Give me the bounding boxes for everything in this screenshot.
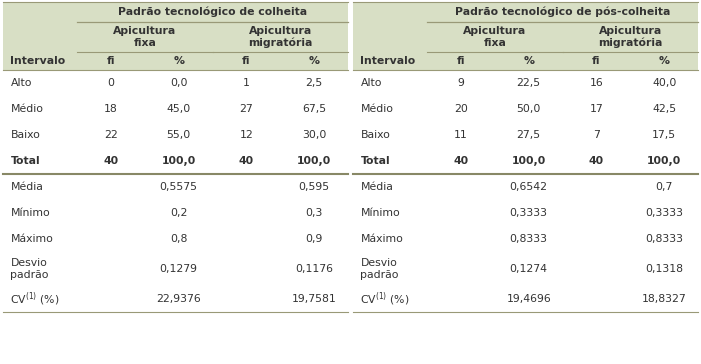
Text: fi: fi bbox=[242, 56, 251, 66]
Text: Apicultura
migratória: Apicultura migratória bbox=[248, 26, 313, 48]
Text: 1: 1 bbox=[243, 78, 250, 88]
Text: 2,5: 2,5 bbox=[306, 78, 322, 88]
Text: 67,5: 67,5 bbox=[302, 104, 326, 114]
Text: Médio: Médio bbox=[360, 104, 393, 114]
Text: CV$^{(1)}$ (%): CV$^{(1)}$ (%) bbox=[360, 290, 410, 308]
Text: CV$^{(1)}$ (%): CV$^{(1)}$ (%) bbox=[11, 290, 60, 308]
Text: 17,5: 17,5 bbox=[652, 130, 676, 140]
Text: 0,1318: 0,1318 bbox=[645, 264, 683, 274]
Text: 100,0: 100,0 bbox=[297, 156, 332, 166]
Text: %: % bbox=[173, 56, 184, 66]
Text: Desvio
padrão: Desvio padrão bbox=[11, 258, 49, 280]
Text: fi: fi bbox=[107, 56, 115, 66]
Text: 22: 22 bbox=[104, 130, 118, 140]
Text: 19,7581: 19,7581 bbox=[292, 294, 336, 304]
Bar bbox=[353, 2, 698, 70]
Text: Desvio
padrão: Desvio padrão bbox=[360, 258, 399, 280]
Text: fi: fi bbox=[592, 56, 601, 66]
Text: Média: Média bbox=[11, 182, 43, 192]
Text: 0,8333: 0,8333 bbox=[510, 234, 547, 244]
Text: 9: 9 bbox=[458, 78, 465, 88]
Text: 22,9376: 22,9376 bbox=[156, 294, 201, 304]
Text: 18,8327: 18,8327 bbox=[642, 294, 686, 304]
Text: 0,7: 0,7 bbox=[655, 182, 673, 192]
Text: 0,2: 0,2 bbox=[170, 208, 187, 218]
Text: 0,3333: 0,3333 bbox=[645, 208, 683, 218]
Text: 18: 18 bbox=[104, 104, 118, 114]
Text: Alto: Alto bbox=[360, 78, 382, 88]
Text: Intervalo: Intervalo bbox=[11, 56, 66, 66]
Text: 0,1279: 0,1279 bbox=[160, 264, 198, 274]
Text: 0,8333: 0,8333 bbox=[645, 234, 683, 244]
Text: 22,5: 22,5 bbox=[517, 78, 540, 88]
Text: 0,1274: 0,1274 bbox=[510, 264, 547, 274]
Text: Baixo: Baixo bbox=[11, 130, 40, 140]
Text: 45,0: 45,0 bbox=[167, 104, 191, 114]
Text: Total: Total bbox=[11, 156, 40, 166]
Text: 40: 40 bbox=[589, 156, 604, 166]
Text: Mínimo: Mínimo bbox=[11, 208, 50, 218]
Text: 40,0: 40,0 bbox=[652, 78, 676, 88]
Text: 100,0: 100,0 bbox=[162, 156, 196, 166]
Text: 100,0: 100,0 bbox=[647, 156, 681, 166]
Text: Apicultura
fixa: Apicultura fixa bbox=[114, 26, 177, 48]
Text: 30,0: 30,0 bbox=[302, 130, 327, 140]
Text: %: % bbox=[308, 56, 320, 66]
Text: 11: 11 bbox=[454, 130, 468, 140]
Text: 0,1176: 0,1176 bbox=[295, 264, 333, 274]
Text: 16: 16 bbox=[590, 78, 604, 88]
Text: Apicultura
fixa: Apicultura fixa bbox=[463, 26, 526, 48]
Text: Padrão tecnológico de colheita: Padrão tecnológico de colheita bbox=[118, 7, 307, 17]
Text: %: % bbox=[659, 56, 669, 66]
Text: %: % bbox=[523, 56, 534, 66]
Text: 0,3: 0,3 bbox=[306, 208, 323, 218]
Text: 12: 12 bbox=[240, 130, 253, 140]
Text: 0,0: 0,0 bbox=[170, 78, 187, 88]
Text: 0: 0 bbox=[107, 78, 114, 88]
Text: 40: 40 bbox=[454, 156, 468, 166]
Text: 0,6542: 0,6542 bbox=[510, 182, 547, 192]
Text: Máximo: Máximo bbox=[11, 234, 53, 244]
Text: Média: Média bbox=[360, 182, 393, 192]
Text: Máximo: Máximo bbox=[360, 234, 403, 244]
Text: 7: 7 bbox=[593, 130, 600, 140]
Text: 50,0: 50,0 bbox=[517, 104, 541, 114]
Text: Padrão tecnológico de pós-colheita: Padrão tecnológico de pós-colheita bbox=[455, 7, 670, 17]
Text: 42,5: 42,5 bbox=[652, 104, 676, 114]
Text: 40: 40 bbox=[104, 156, 118, 166]
Text: Intervalo: Intervalo bbox=[360, 56, 416, 66]
Text: 0,595: 0,595 bbox=[299, 182, 329, 192]
Text: fi: fi bbox=[457, 56, 465, 66]
Text: 0,9: 0,9 bbox=[306, 234, 323, 244]
Text: Mínimo: Mínimo bbox=[360, 208, 400, 218]
Text: 20: 20 bbox=[454, 104, 468, 114]
Text: Alto: Alto bbox=[11, 78, 32, 88]
Text: 27: 27 bbox=[240, 104, 253, 114]
Text: Baixo: Baixo bbox=[360, 130, 390, 140]
Text: 0,3333: 0,3333 bbox=[510, 208, 547, 218]
Text: 100,0: 100,0 bbox=[512, 156, 546, 166]
Text: 0,5575: 0,5575 bbox=[160, 182, 198, 192]
Text: Total: Total bbox=[360, 156, 390, 166]
Text: 19,4696: 19,4696 bbox=[506, 294, 551, 304]
Text: 17: 17 bbox=[590, 104, 604, 114]
Text: 27,5: 27,5 bbox=[517, 130, 540, 140]
Text: 40: 40 bbox=[239, 156, 254, 166]
Text: Apicultura
migratória: Apicultura migratória bbox=[598, 26, 662, 48]
Bar bbox=[3, 2, 348, 70]
Text: 55,0: 55,0 bbox=[167, 130, 191, 140]
Text: 0,8: 0,8 bbox=[170, 234, 187, 244]
Text: Médio: Médio bbox=[11, 104, 43, 114]
